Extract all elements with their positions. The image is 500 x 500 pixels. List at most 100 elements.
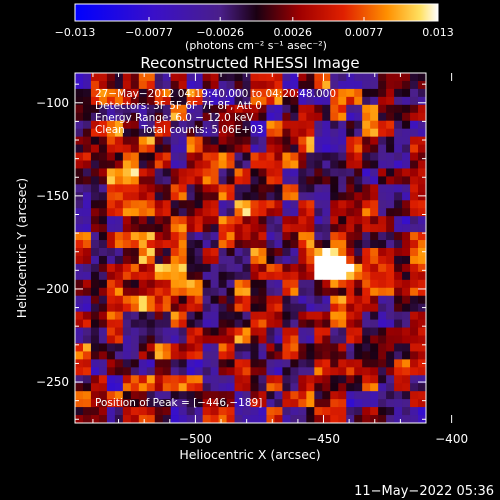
heatmap-cell bbox=[314, 80, 323, 90]
heatmap-cell bbox=[170, 335, 180, 344]
heatmap-cell bbox=[410, 391, 419, 400]
heatmap-cell bbox=[370, 327, 379, 336]
heatmap-cell bbox=[370, 224, 379, 233]
heatmap-cell bbox=[234, 248, 243, 257]
heatmap-cell bbox=[266, 319, 275, 328]
heatmap-cell bbox=[394, 311, 403, 320]
heatmap-cell bbox=[410, 176, 419, 185]
heatmap-cell bbox=[370, 351, 379, 360]
heatmap-cell bbox=[82, 391, 92, 400]
heatmap-cell bbox=[258, 104, 267, 114]
heatmap-cell bbox=[98, 407, 108, 416]
heatmap-cell bbox=[362, 367, 371, 376]
heatmap-cell bbox=[322, 136, 331, 145]
heatmap-cell bbox=[154, 128, 164, 138]
heatmap-cell bbox=[370, 104, 379, 114]
heatmap-cell bbox=[354, 216, 363, 225]
heatmap-cell bbox=[75, 168, 84, 177]
heatmap-cell bbox=[282, 192, 291, 201]
colorbar-ticks: −0.013 −0.0077 −0.0026 0.0026 0.0077 0.013 bbox=[55, 17, 454, 39]
heatmap-cell bbox=[306, 80, 315, 90]
heatmap-cell bbox=[122, 391, 132, 400]
heatmap-cell bbox=[378, 96, 387, 106]
heatmap-cell bbox=[146, 192, 156, 201]
heatmap-cell bbox=[370, 263, 379, 273]
heatmap-cell bbox=[130, 80, 140, 90]
footer-timestamp: 11−May−2022 05:36 bbox=[354, 484, 494, 499]
heatmap-cell bbox=[75, 327, 84, 336]
heatmap-cell bbox=[154, 224, 164, 233]
heatmap-cell bbox=[410, 311, 419, 320]
heatmap-cell bbox=[234, 327, 243, 336]
heatmap-cell bbox=[218, 88, 227, 98]
heatmap-cell bbox=[346, 96, 355, 106]
heatmap-cell bbox=[146, 160, 156, 169]
heatmap-cell bbox=[98, 136, 108, 145]
heatmap-cell bbox=[306, 351, 315, 360]
heatmap-cell bbox=[194, 176, 204, 185]
heatmap-cell bbox=[338, 319, 347, 328]
heatmap-cell bbox=[418, 271, 426, 281]
heatmap-cell bbox=[226, 104, 235, 114]
heatmap-cell bbox=[250, 375, 259, 384]
heatmap-cell bbox=[210, 407, 219, 416]
heatmap-cell bbox=[282, 415, 291, 423]
heatmap-cell bbox=[114, 216, 124, 225]
heatmap-cell bbox=[386, 168, 395, 177]
heatmap-cell bbox=[218, 136, 227, 145]
heatmap-cell bbox=[354, 399, 363, 408]
heatmap-cell bbox=[258, 88, 267, 98]
heatmap-cell bbox=[202, 104, 212, 114]
heatmap-cell bbox=[370, 152, 379, 161]
heatmap-cell bbox=[370, 375, 379, 384]
heatmap-cell bbox=[370, 248, 379, 257]
heatmap-cell bbox=[290, 359, 299, 368]
heatmap-cell bbox=[306, 311, 315, 320]
heatmap-cell bbox=[306, 104, 315, 114]
heatmap-cell bbox=[75, 375, 84, 384]
heatmap-cell bbox=[242, 311, 251, 320]
heatmap-cell bbox=[122, 383, 132, 392]
heatmap-cell bbox=[274, 184, 283, 193]
heatmap-cell bbox=[386, 192, 395, 201]
heatmap-cell bbox=[282, 224, 291, 233]
heatmap-cell bbox=[418, 287, 426, 297]
heatmap-cell bbox=[378, 216, 387, 225]
heatmap-cell bbox=[346, 327, 355, 336]
heatmap-cell bbox=[234, 176, 243, 185]
heatmap-cell bbox=[170, 152, 180, 161]
heatmap-cell bbox=[138, 112, 148, 122]
heatmap-cell bbox=[138, 263, 148, 273]
heatmap-cell bbox=[194, 287, 204, 297]
heatmap-cell bbox=[98, 232, 108, 241]
heatmap-cell bbox=[274, 152, 283, 161]
heatmap-cell bbox=[162, 319, 172, 328]
heatmap-cell bbox=[130, 200, 140, 209]
heatmap-cell bbox=[194, 80, 204, 90]
heatmap-cell bbox=[122, 367, 132, 376]
heatmap-cell bbox=[98, 88, 108, 98]
heatmap-cell bbox=[386, 120, 395, 130]
heatmap-cell bbox=[362, 399, 371, 408]
heatmap-cell bbox=[322, 192, 331, 201]
heatmap-cell bbox=[130, 271, 140, 281]
heatmap-cell bbox=[138, 160, 148, 169]
heatmap-cell bbox=[138, 73, 148, 82]
heatmap-cell bbox=[162, 383, 172, 392]
heatmap-cell bbox=[378, 327, 387, 336]
heatmap-cell bbox=[98, 120, 108, 130]
heatmap-cell bbox=[322, 263, 331, 273]
heatmap-cell bbox=[75, 311, 84, 320]
heatmap-cell bbox=[226, 88, 235, 98]
heatmap-cell bbox=[402, 73, 411, 82]
heatmap-cell bbox=[322, 176, 331, 185]
heatmap-cell bbox=[258, 128, 267, 138]
heatmap-cell bbox=[362, 232, 371, 241]
heatmap-cell bbox=[178, 144, 188, 153]
heatmap-cell bbox=[210, 335, 219, 344]
heatmap-cell bbox=[114, 383, 124, 392]
heatmap-cell bbox=[274, 240, 283, 249]
heatmap-cell bbox=[162, 367, 172, 376]
colorbar-tick-label: 0.0077 bbox=[345, 26, 384, 39]
heatmap-cell bbox=[154, 375, 164, 384]
